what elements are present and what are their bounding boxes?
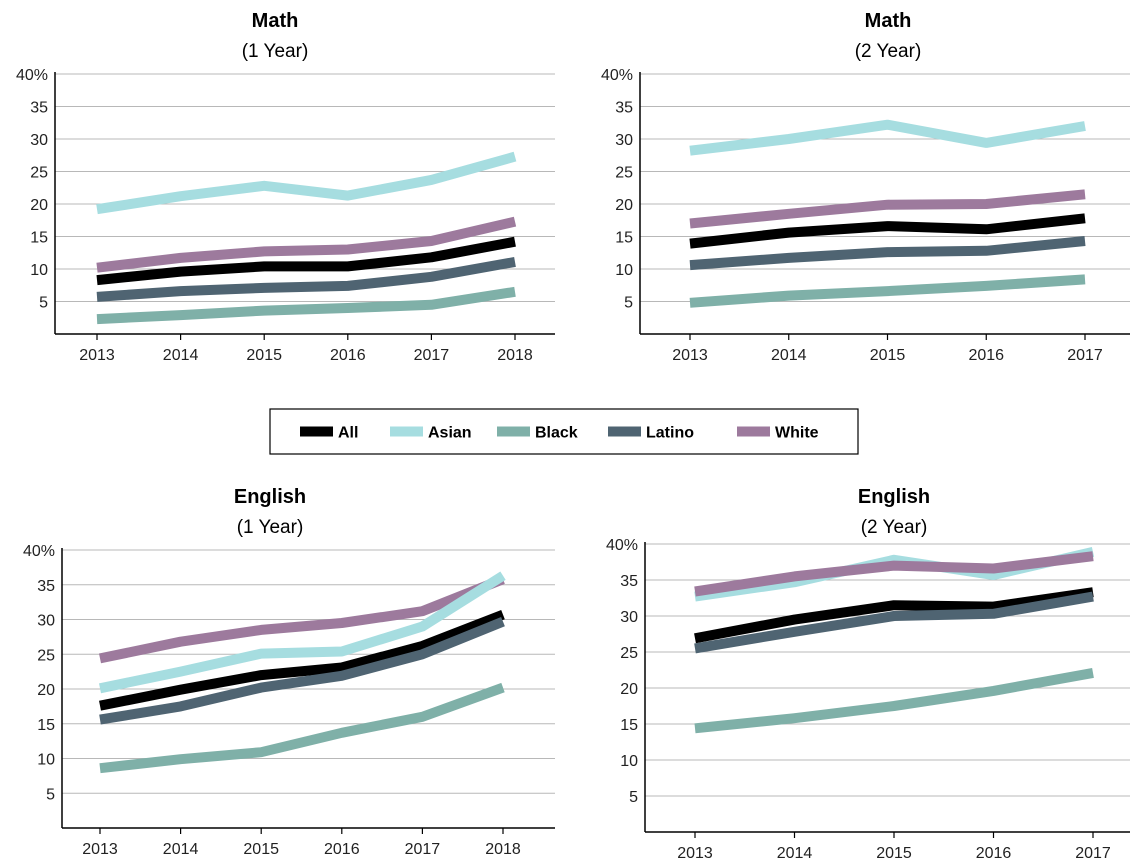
x-tick-label: 2018	[497, 347, 533, 364]
y-tick-label: 40%	[601, 67, 633, 84]
y-tick-label: 30	[30, 132, 48, 149]
y-tick-label: 20	[30, 197, 48, 214]
y-tick-label: 40%	[606, 537, 638, 554]
x-tick-label: 2017	[1075, 845, 1111, 862]
x-tick-label: 2013	[79, 347, 115, 364]
x-tick-label: 2015	[876, 845, 912, 862]
x-tick-label: 2018	[485, 841, 521, 858]
series-line-latino	[96, 256, 516, 302]
legend-label-asian: Asian	[428, 425, 472, 442]
y-tick-label: 30	[37, 613, 55, 630]
y-tick-label: 25	[30, 165, 48, 182]
y-tick-label: 35	[30, 100, 48, 117]
chart-panel: English (1 Year) 5 10 15 20 25 30 35 40% 2013 2014 2…	[23, 486, 555, 858]
x-tick-label: 2013	[672, 347, 708, 364]
chart-subtitle: (2 Year)	[861, 517, 928, 538]
y-tick-label: 5	[624, 295, 633, 312]
series-line-black	[96, 286, 516, 325]
series-line-all	[96, 236, 516, 286]
chart-panel: Math (2 Year) 5 10 15 20 25 30 35 40% 2013 2014 2015…	[601, 10, 1130, 364]
y-tick-label: 35	[615, 100, 633, 117]
chart-title: English	[858, 486, 930, 508]
chart-panel: Math (1 Year) 5 10 15 20 25 30 35 40% 2013 2014 2015…	[16, 10, 555, 364]
x-tick-label: 2016	[968, 347, 1004, 364]
x-tick-label: 2016	[330, 347, 366, 364]
y-tick-label: 35	[37, 578, 55, 595]
legend-label-latino: Latino	[646, 425, 694, 442]
x-tick-label: 2014	[163, 841, 199, 858]
series-line-black	[689, 274, 1086, 308]
x-tick-label: 2013	[677, 845, 713, 862]
legend: All Asian Black Latino White	[269, 408, 859, 455]
x-tick-label: 2013	[82, 841, 118, 858]
y-tick-label: 25	[37, 647, 55, 664]
series-line-latino	[694, 591, 1094, 654]
x-tick-label: 2014	[163, 347, 199, 364]
x-tick-label: 2016	[976, 845, 1012, 862]
y-tick-label: 15	[37, 717, 55, 734]
chart-title: Math	[865, 10, 912, 32]
series-line-black	[694, 667, 1094, 734]
series-line-asian	[689, 119, 1086, 156]
y-tick-label: 5	[39, 295, 48, 312]
series-line-all	[689, 213, 1086, 249]
y-tick-label: 10	[37, 752, 55, 769]
x-tick-label: 2014	[771, 347, 807, 364]
y-tick-label: 30	[615, 132, 633, 149]
series-line-black	[99, 682, 505, 774]
y-tick-label: 25	[620, 645, 638, 662]
y-tick-label: 15	[620, 717, 638, 734]
series-line-latino	[99, 616, 505, 725]
chart-panel: English (2 Year) 5 10 15 20 25 30 35 40% 2013 2014 2…	[606, 486, 1130, 862]
series-line-white	[689, 189, 1086, 229]
y-tick-label: 10	[615, 262, 633, 279]
chart-title: English	[234, 486, 306, 508]
series-line-white	[694, 551, 1094, 597]
x-tick-label: 2014	[777, 845, 813, 862]
series-line-asian	[96, 151, 517, 215]
y-tick-label: 35	[620, 573, 638, 590]
chart-title: Math	[252, 10, 299, 32]
legend-label-black: Black	[535, 425, 578, 442]
series-line-asian	[98, 571, 506, 694]
y-tick-label: 20	[37, 682, 55, 699]
x-tick-label: 2015	[243, 841, 279, 858]
chart-subtitle: (1 Year)	[242, 41, 309, 62]
series-line-white	[96, 216, 517, 273]
x-tick-label: 2017	[1067, 347, 1103, 364]
y-tick-label: 40%	[23, 543, 55, 560]
y-tick-label: 15	[30, 230, 48, 247]
chart-subtitle: (2 Year)	[855, 41, 922, 62]
x-tick-label: 2017	[414, 347, 450, 364]
y-tick-label: 40%	[16, 67, 48, 84]
series-line-white	[98, 574, 505, 664]
y-tick-label: 15	[615, 230, 633, 247]
y-tick-label: 10	[620, 753, 638, 770]
y-tick-label: 5	[46, 786, 55, 803]
legend-items: All Asian Black Latino White	[300, 425, 819, 442]
x-tick-label: 2015	[870, 347, 906, 364]
legend-label-white: White	[775, 425, 819, 442]
y-tick-label: 20	[620, 681, 638, 698]
chart-subtitle: (1 Year)	[237, 517, 304, 538]
series-line-all	[99, 609, 505, 711]
legend-label-all: All	[338, 425, 358, 442]
y-tick-label: 5	[629, 789, 638, 806]
y-tick-label: 25	[615, 165, 633, 182]
y-tick-label: 10	[30, 262, 48, 279]
y-tick-label: 20	[615, 197, 633, 214]
x-tick-label: 2015	[246, 347, 282, 364]
series-line-latino	[689, 236, 1086, 271]
series-line-all	[694, 587, 1094, 644]
x-tick-label: 2017	[405, 841, 441, 858]
y-tick-label: 30	[620, 609, 638, 626]
x-tick-label: 2016	[324, 841, 360, 858]
